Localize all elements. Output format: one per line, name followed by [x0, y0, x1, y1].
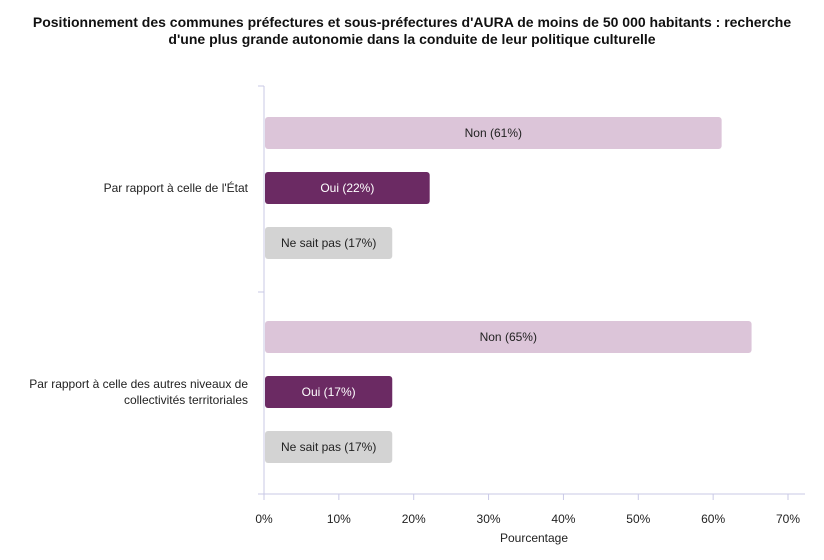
bar [265, 431, 393, 463]
x-tick-label: 30% [477, 512, 501, 526]
x-tick-label: 40% [551, 512, 575, 526]
x-tick-label: 0% [255, 512, 273, 526]
chart-title-line-1: Positionnement des communes préfectures … [32, 14, 792, 30]
x-tick-label: 60% [701, 512, 725, 526]
chart-title-line-2: d'une plus grande autonomie dans la cond… [168, 31, 656, 47]
x-tick-label: 20% [402, 512, 426, 526]
bar [265, 172, 430, 204]
bar-data-label: Non (61%) [465, 126, 522, 140]
x-axis-title: Pourcentage [500, 531, 568, 545]
bar-data-label: Non (65%) [480, 330, 537, 344]
x-tick-label: 50% [626, 512, 650, 526]
bar [265, 321, 752, 353]
bar-data-label: Ne sait pas (17%) [281, 440, 376, 454]
bar [265, 117, 722, 149]
category-label: collectivités territoriales [124, 393, 248, 407]
bar [265, 376, 393, 408]
x-tick-label: 10% [327, 512, 351, 526]
bar-data-label: Ne sait pas (17%) [281, 236, 376, 250]
x-tick-label: 70% [776, 512, 800, 526]
chart-title: Positionnement des communes préfectures … [0, 14, 824, 48]
category-label: Par rapport à celle de l'État [104, 180, 249, 195]
bar [265, 227, 393, 259]
category-label: Par rapport à celle des autres niveaux d… [29, 377, 248, 391]
bar-data-label: Oui (17%) [302, 385, 356, 399]
bar-data-label: Oui (22%) [320, 181, 374, 195]
